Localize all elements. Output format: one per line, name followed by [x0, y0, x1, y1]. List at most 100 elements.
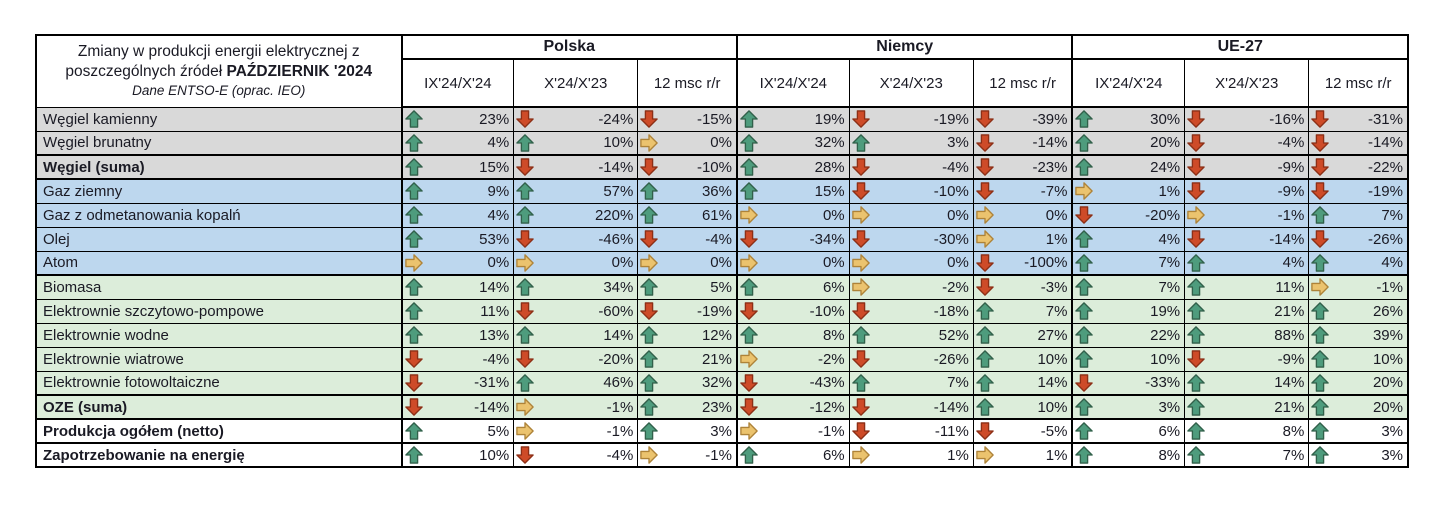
trend-value: -14%: [1367, 134, 1403, 152]
trend-value: 20%: [1372, 398, 1403, 416]
trend-up-icon: [640, 206, 659, 224]
value-cell: 6%: [736, 442, 850, 468]
trend-value: -15%: [696, 110, 732, 128]
period-header: X'24/X'23: [848, 58, 974, 108]
trend-up-icon: [1075, 350, 1094, 368]
value-cell: -9%: [1184, 178, 1310, 204]
value-cell: -1%: [1308, 274, 1409, 300]
value-cell: 14%: [972, 370, 1074, 396]
row-label: Atom: [35, 250, 403, 276]
value-cell: 0%: [736, 250, 850, 276]
trend-up-icon: [404, 422, 423, 440]
trend-up-icon: [404, 182, 423, 201]
trend-up-icon: [976, 302, 994, 320]
value-cell: -60%: [513, 298, 639, 324]
value-cell: 0%: [513, 250, 639, 276]
trend-flat-icon: [976, 446, 994, 464]
energy-changes-table: Zmiany w produkcji energii elektrycznej …: [35, 34, 1410, 468]
value-cell: -9%: [1184, 346, 1310, 372]
row-label: OZE (suma): [35, 394, 403, 420]
value-cell: 1%: [972, 226, 1074, 252]
trend-value: 4%: [1158, 230, 1181, 248]
trend-value: -1%: [606, 422, 634, 440]
trend-down-icon: [1187, 182, 1205, 201]
trend-value: 4%: [487, 206, 510, 224]
table-row: Zapotrzebowanie na energię 10% -4% -1% 6% 1% 1…: [35, 442, 1409, 468]
value-cell: -1%: [1184, 202, 1310, 228]
value-cell: -16%: [1184, 106, 1310, 132]
trend-down-icon: [740, 373, 758, 392]
trend-down-icon: [1075, 373, 1094, 392]
value-cell: 15%: [736, 178, 850, 204]
trend-flat-icon: [740, 422, 758, 440]
trend-value: -14%: [598, 158, 634, 176]
value-cell: -19%: [637, 298, 738, 324]
value-cell: -31%: [1308, 106, 1409, 132]
value-cell: -31%: [401, 370, 515, 396]
trend-value: 4%: [1381, 254, 1403, 272]
value-cell: 0%: [637, 250, 738, 276]
table-row: Gaz ziemny 9% 57% 36% 15% -10% -7% 1% -9% -19%: [35, 178, 1409, 204]
trend-value: 0%: [822, 206, 845, 224]
row-label: Elektrownie wiatrowe: [35, 346, 403, 372]
trend-down-icon: [976, 182, 994, 201]
trend-up-icon: [740, 326, 758, 344]
trend-down-icon: [976, 133, 994, 152]
trend-up-icon: [1075, 326, 1094, 344]
trend-flat-icon: [851, 446, 870, 464]
trend-flat-icon: [851, 206, 870, 224]
trend-value: 0%: [947, 254, 969, 272]
trend-down-icon: [740, 398, 758, 416]
value-cell: 12%: [637, 322, 738, 348]
trend-down-icon: [404, 373, 423, 392]
value-cell: 88%: [1184, 322, 1310, 348]
trend-value: 3%: [1381, 422, 1403, 440]
trend-up-icon: [740, 446, 758, 464]
value-cell: 9%: [401, 178, 515, 204]
trend-up-icon: [1187, 302, 1205, 320]
trend-down-icon: [851, 158, 870, 176]
trend-value: -9%: [1277, 350, 1305, 368]
value-cell: 19%: [1071, 298, 1186, 324]
trend-up-icon: [976, 398, 994, 416]
value-cell: -26%: [848, 346, 974, 372]
table-row: Olej 53% -46% -4% -34% -30% 1% 4% -14% -26%: [35, 226, 1409, 252]
trend-down-icon: [740, 230, 758, 248]
trend-value: -39%: [1032, 110, 1068, 128]
trend-value: -19%: [696, 302, 732, 320]
trend-down-icon: [1311, 133, 1330, 152]
trend-value: 3%: [947, 134, 969, 152]
value-cell: 0%: [848, 202, 974, 228]
value-cell: 61%: [637, 202, 738, 228]
trend-value: 6%: [822, 278, 845, 296]
trend-up-icon: [1311, 326, 1330, 344]
value-cell: -18%: [848, 298, 974, 324]
value-cell: 26%: [1308, 298, 1409, 324]
trend-value: 30%: [1150, 110, 1181, 128]
trend-value: 14%: [479, 278, 510, 296]
trend-value: 4%: [1282, 254, 1305, 272]
table-row: Węgiel kamienny 23% -24% -15% 19% -19% -39% 30%…: [35, 106, 1409, 132]
value-cell: 0%: [637, 130, 738, 156]
value-cell: -24%: [513, 106, 639, 132]
value-cell: -26%: [1308, 226, 1409, 252]
value-cell: 7%: [1308, 202, 1409, 228]
value-cell: -14%: [1184, 226, 1310, 252]
value-cell: 27%: [972, 322, 1074, 348]
value-cell: 10%: [1071, 346, 1186, 372]
period-header: IX'24/X'24: [401, 58, 515, 108]
value-cell: 36%: [637, 178, 738, 204]
trend-up-icon: [640, 373, 659, 392]
trend-value: 8%: [822, 326, 845, 344]
row-label: Biomasa: [35, 274, 403, 300]
trend-up-icon: [1075, 446, 1094, 464]
value-cell: -19%: [1308, 178, 1409, 204]
trend-value: 36%: [701, 182, 732, 200]
trend-value: 0%: [947, 206, 969, 224]
trend-value: -26%: [1367, 230, 1403, 248]
trend-value: -14%: [474, 398, 510, 416]
trend-down-icon: [976, 253, 994, 272]
period-header: X'24/X'23: [1184, 58, 1310, 108]
value-cell: 19%: [736, 106, 850, 132]
trend-up-icon: [1311, 446, 1330, 464]
